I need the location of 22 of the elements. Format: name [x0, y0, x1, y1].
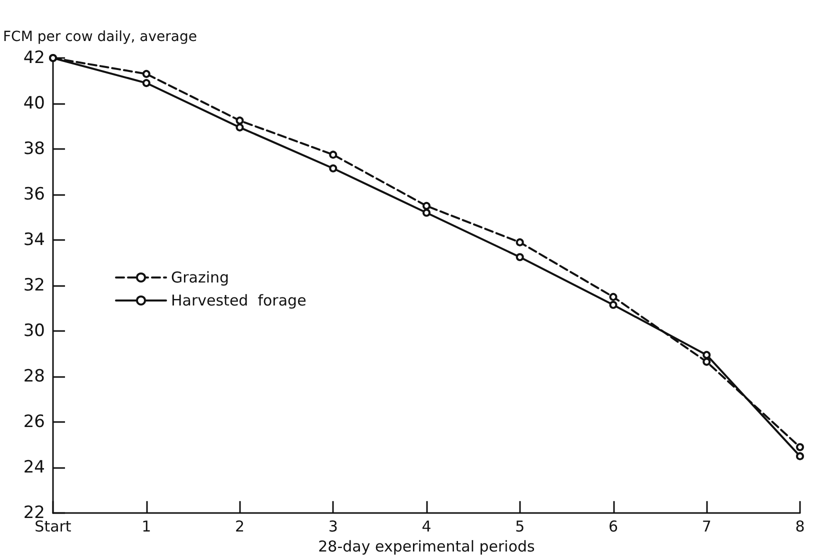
legend-label: Harvested forage	[171, 292, 306, 310]
y-tick-label: 30	[23, 321, 45, 342]
x-axis-title: 28-day experimental periods	[318, 538, 536, 556]
x-tick-label: 7	[702, 518, 712, 536]
y-tick-label: 36	[23, 184, 45, 205]
x-tick-label: 5	[515, 518, 525, 536]
y-tick-label: 38	[23, 139, 45, 160]
x-tick-label: 6	[608, 518, 618, 536]
y-tick-label: 24	[23, 458, 45, 478]
y-tick-label: 32	[23, 276, 45, 296]
y-tick-label: 34	[23, 230, 45, 250]
y-tick-label: 28	[23, 366, 45, 387]
y-tick-label: 42	[23, 48, 45, 68]
y-tick-label: 40	[23, 94, 45, 114]
x-tick-label: 1	[142, 518, 152, 536]
legend-label: Grazing	[171, 268, 230, 286]
x-tick-label: 8	[795, 518, 805, 536]
y-tick-label: 26	[23, 412, 45, 432]
y-axis-title: FCM per cow daily, average	[3, 29, 197, 45]
x-tick-label: 3	[328, 518, 338, 536]
x-tick-label: 2	[234, 518, 245, 536]
x-tick-label: 4	[422, 518, 432, 536]
